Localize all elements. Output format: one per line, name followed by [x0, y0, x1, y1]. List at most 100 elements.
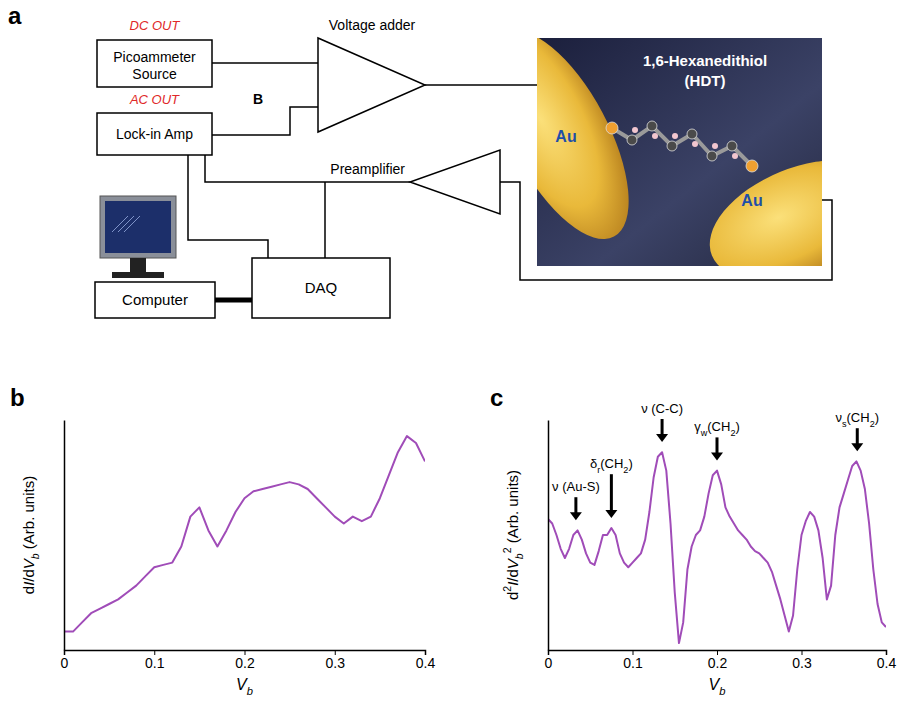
monitor-stand	[130, 258, 146, 272]
adder-triangle	[318, 38, 425, 132]
annotation-arrow	[716, 437, 719, 454]
annotations: ν (Au-S)δr(CH2)ν (C-C)γw(CH2)νs(CH2)	[552, 401, 879, 520]
x-tick-label: 0.4	[877, 655, 897, 671]
label-line: Picoammeter	[113, 49, 196, 65]
hydrogen-atom	[672, 133, 678, 139]
hydrogen-atom	[732, 153, 738, 159]
x-axis: 0 0.1 0.2 0.3 0.4	[61, 650, 436, 671]
text-part: (Arb. units)	[504, 470, 521, 548]
lockin-box	[97, 113, 212, 155]
text-part: (CH	[707, 419, 730, 434]
x-tick-label: 0.1	[623, 655, 643, 671]
text-part: /d	[504, 569, 521, 582]
hydrogen-atom	[712, 143, 718, 149]
y-axis-line	[64, 421, 66, 651]
annotation-arrow	[661, 419, 664, 436]
x-tick-label: 0	[545, 655, 553, 671]
x-tick-label: 0.4	[416, 655, 436, 671]
label-line: Source	[132, 66, 177, 82]
molecule-abbreviation: (HDT)	[685, 72, 726, 89]
x-tick: 0.1	[145, 650, 165, 671]
text-part: (CH	[600, 456, 623, 471]
annotation-arrow	[856, 428, 859, 445]
electrode	[537, 38, 656, 259]
preamp-triangle	[410, 150, 500, 214]
panel-letter: c	[490, 384, 503, 411]
hydrogen-atom	[692, 141, 698, 147]
monitor-frame	[100, 196, 176, 258]
x-tick: 0	[61, 650, 69, 671]
x-tick: 0.4	[416, 650, 436, 671]
x-tick: 0.2	[235, 650, 255, 671]
adder-label: Voltage adder	[329, 17, 416, 33]
screen-glint	[124, 216, 140, 232]
annotation-arrowhead	[851, 443, 863, 451]
molecule-bonds	[612, 126, 752, 166]
annotation-label: ν (C-C)	[641, 401, 683, 416]
annotation-arrow	[610, 474, 613, 512]
text-part: (CH	[847, 410, 870, 425]
x-tick-label: 0	[61, 655, 69, 671]
plot-area	[64, 436, 425, 631]
x-tick: 0.1	[623, 650, 643, 671]
x-tick: 0.3	[326, 650, 346, 671]
x-tick-label: 0.1	[145, 655, 165, 671]
daq-box	[252, 258, 390, 318]
text-part: d	[20, 586, 37, 594]
computer-box	[95, 282, 215, 318]
text-part: )	[628, 456, 632, 471]
y-axis	[64, 421, 65, 651]
y-axis-title: dI/dVb (Arb. units)	[20, 476, 41, 594]
text-part: b	[247, 685, 253, 697]
wire	[212, 107, 318, 135]
x-axis: 0 0.1 0.2 0.3 0.4	[545, 650, 897, 671]
carbon-atom	[707, 151, 717, 161]
signal-label: AC OUT	[129, 92, 180, 107]
x-tick-label: 0.2	[708, 655, 728, 671]
wire	[205, 155, 410, 182]
annotation-label: νs(CH2)	[835, 410, 879, 429]
annotation-arrowhead	[711, 452, 723, 460]
y-axis-title: d2I/dVb2 (Arb. units)	[501, 470, 525, 600]
hydrogen-atom	[632, 127, 638, 133]
text-part: )	[875, 410, 879, 425]
electrode-label: Au	[741, 192, 762, 209]
x-axis-title: Vb​	[709, 676, 726, 697]
chart-panel: 00.10.20.30.4Vb​dI/dVb (Arb. units)b	[10, 384, 435, 697]
data-line	[64, 436, 425, 631]
lockin-label: Lock-in Amp	[116, 126, 193, 142]
monitor-screen	[105, 201, 171, 253]
x-tick-label: 0.3	[326, 655, 346, 671]
x-tick: 0.2	[708, 650, 728, 671]
carbon-atom	[727, 141, 737, 151]
x-tick: 0	[545, 650, 553, 671]
text-part: (Arb. units)	[20, 476, 37, 554]
daq-label: DAQ	[305, 279, 338, 296]
text-part: /d	[20, 569, 37, 582]
carbon-atom	[687, 129, 697, 139]
cable	[215, 298, 252, 303]
baseline-reset: ​	[252, 676, 253, 693]
text-part: b	[719, 685, 725, 697]
carbon-atom	[647, 121, 657, 131]
x-tick-label: 0.3	[792, 655, 812, 671]
wire	[212, 62, 318, 64]
hydrogen-atom	[652, 133, 658, 139]
text-part: )	[735, 419, 739, 434]
molecule-name: 1,6-Hexanedithiol	[643, 52, 767, 69]
x-tick: 0.4	[877, 650, 897, 671]
electrode	[692, 136, 822, 266]
plot-area	[548, 452, 886, 643]
baseline-reset: ​	[725, 676, 726, 693]
text-part: δ	[590, 456, 597, 471]
sulfur-atom	[746, 160, 758, 172]
data-line	[548, 452, 886, 643]
panel-letter: a	[8, 2, 22, 29]
annotation-arrow	[574, 497, 577, 514]
panel-a: aPicoammeterSourceLock-in AmpComputerDAQ…	[8, 2, 908, 318]
panel-letter: b	[10, 384, 25, 411]
wire	[324, 182, 326, 258]
annotation-label: γw(CH2)	[694, 419, 740, 438]
sulfur-atom	[606, 122, 618, 134]
annotation-arrowhead	[570, 512, 582, 520]
